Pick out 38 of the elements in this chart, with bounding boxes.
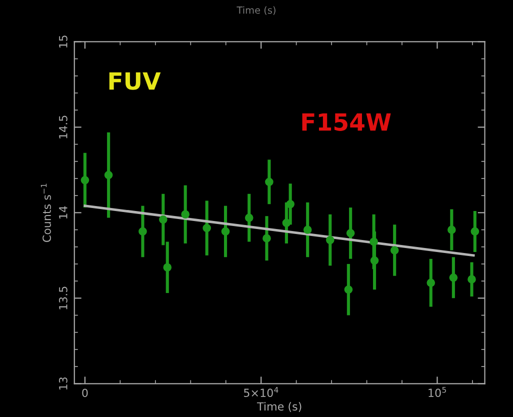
point — [346, 229, 355, 238]
point — [286, 200, 294, 208]
x-tick-label: 5×10$^{4}$ — [244, 386, 278, 398]
point — [370, 238, 378, 246]
point — [326, 236, 334, 244]
point — [163, 263, 172, 272]
point — [104, 170, 113, 180]
x-tick-label: 10$^{5}$ — [428, 386, 446, 398]
point — [221, 227, 230, 236]
point — [344, 285, 353, 294]
point — [262, 234, 271, 242]
point — [303, 226, 312, 234]
point — [202, 224, 212, 232]
text: Time (s) — [236, 6, 276, 15]
point — [370, 256, 379, 265]
point — [448, 226, 456, 234]
point — [282, 218, 291, 228]
point — [470, 227, 480, 236]
x-axis-title: Time (s) — [256, 402, 302, 412]
y-tick-label: 15 — [59, 36, 68, 48]
point — [449, 273, 458, 282]
point — [181, 210, 190, 219]
point — [244, 214, 254, 222]
point — [426, 278, 436, 287]
point — [138, 227, 147, 236]
y-tick-label: 14.5 — [59, 116, 68, 138]
point — [158, 215, 168, 224]
point — [468, 275, 476, 284]
x-tick-label: 0 — [82, 388, 88, 398]
y-tick-label: 13.5 — [58, 286, 68, 310]
annotation: F154W — [302, 113, 391, 131]
point — [80, 176, 90, 184]
y-tick-label: 13 — [58, 377, 68, 390]
y-axis-title: Counts s$^{−1}$ — [40, 184, 51, 242]
y-tick-label: 14 — [59, 206, 68, 219]
annotation: FUV — [109, 72, 161, 90]
point — [390, 246, 399, 254]
point — [265, 178, 274, 186]
